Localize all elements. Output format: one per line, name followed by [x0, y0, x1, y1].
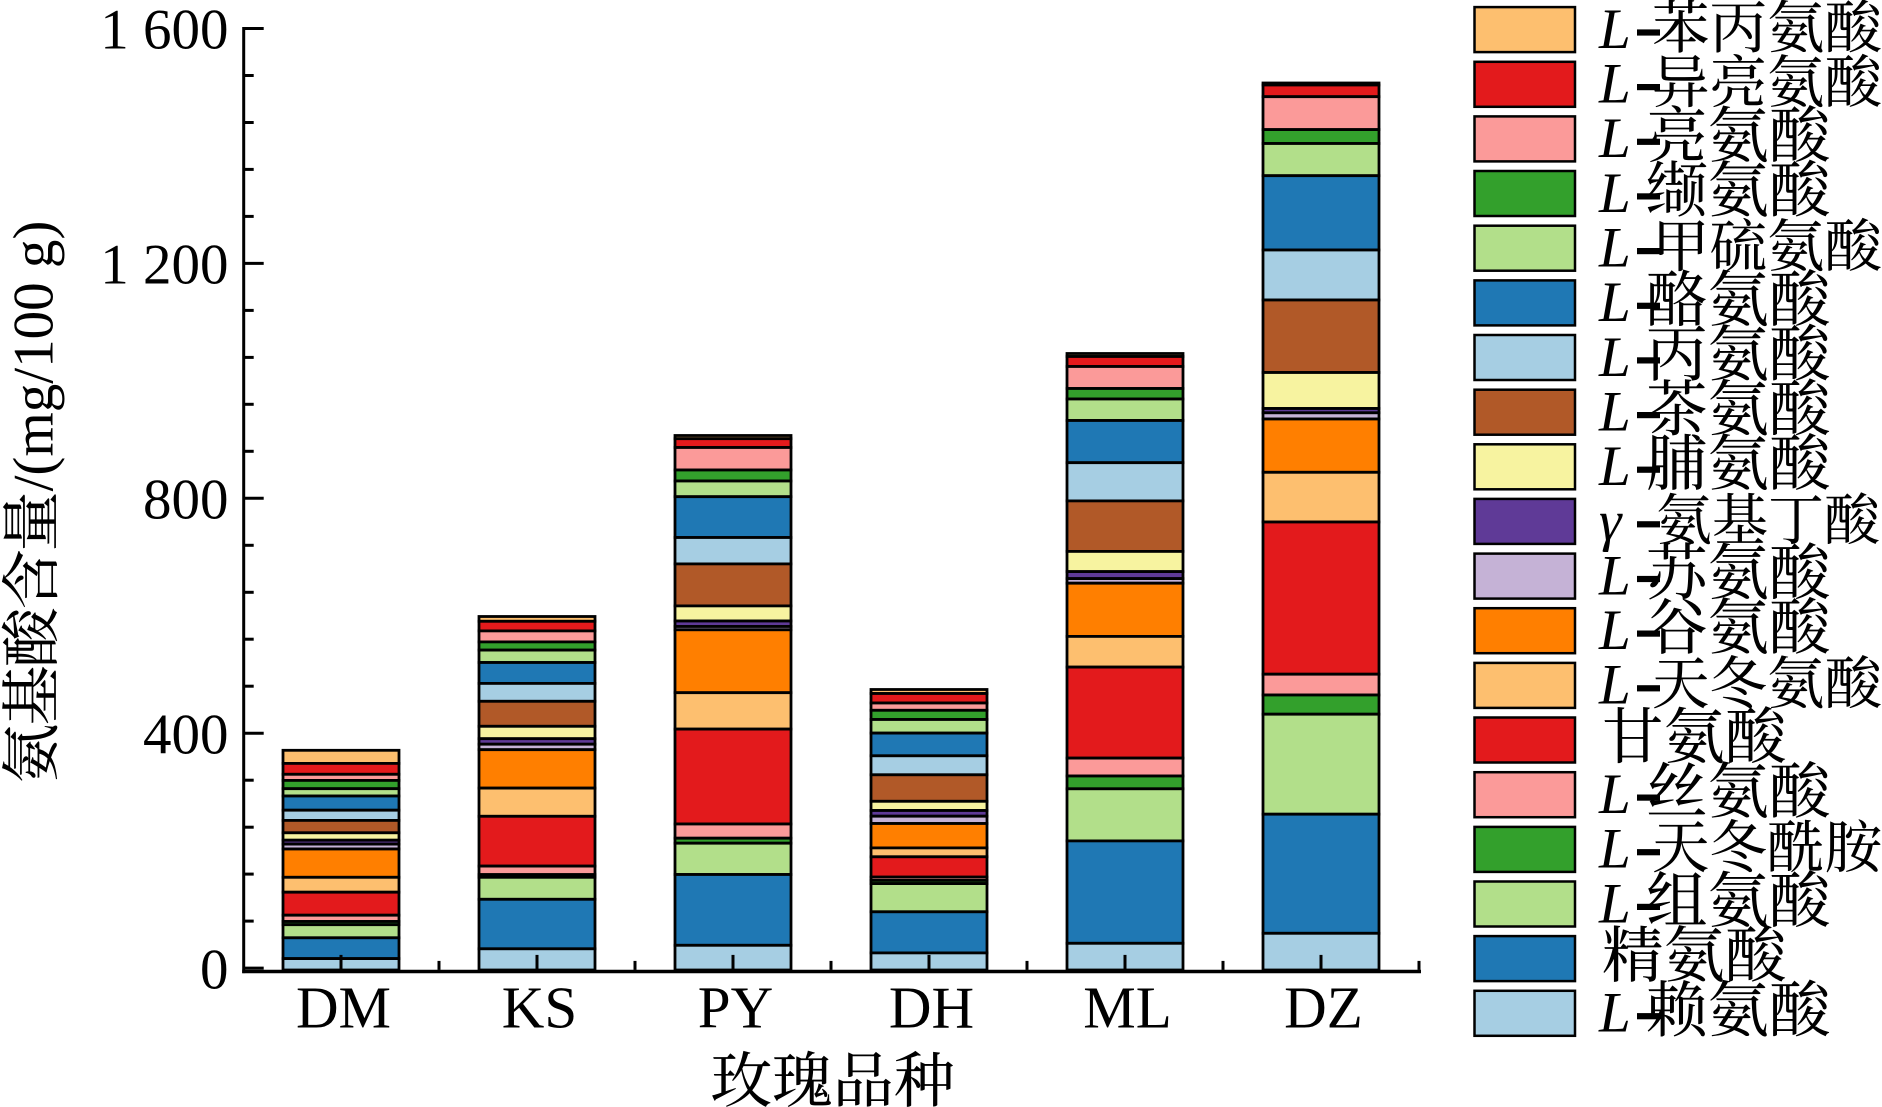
- svg-text:L: L: [1598, 599, 1631, 662]
- svg-text:L: L: [1598, 162, 1631, 225]
- svg-text:L: L: [1598, 381, 1631, 444]
- svg-text:L: L: [1598, 217, 1631, 280]
- svg-text:L: L: [1598, 0, 1631, 61]
- svg-text:L: L: [1598, 271, 1631, 334]
- svg-text:L: L: [1598, 763, 1631, 826]
- svg-text:DZ: DZ: [1284, 975, 1363, 1041]
- svg-text:L: L: [1598, 107, 1631, 170]
- svg-text:PY: PY: [698, 975, 773, 1041]
- svg-text:800: 800: [143, 469, 229, 532]
- svg-text:KS: KS: [502, 975, 577, 1041]
- svg-text:L: L: [1598, 654, 1631, 717]
- svg-text:L: L: [1598, 326, 1631, 389]
- svg-text:0: 0: [200, 938, 229, 1001]
- svg-text:/(mg/100 g): /(mg/100 g): [3, 221, 66, 492]
- svg-text:1 600: 1 600: [100, 0, 228, 62]
- svg-text:400: 400: [143, 703, 229, 766]
- svg-text:DH: DH: [889, 975, 974, 1041]
- svg-text:L: L: [1598, 818, 1631, 881]
- svg-text:L: L: [1598, 435, 1631, 498]
- svg-text:L: L: [1598, 544, 1631, 607]
- svg-text:L: L: [1598, 982, 1631, 1045]
- svg-text:DM: DM: [296, 975, 391, 1041]
- svg-text:L: L: [1598, 53, 1631, 116]
- svg-text:ML: ML: [1083, 975, 1172, 1041]
- svg-text:1 200: 1 200: [100, 234, 228, 297]
- svg-text:L: L: [1598, 872, 1631, 935]
- svg-text:γ: γ: [1599, 490, 1623, 553]
